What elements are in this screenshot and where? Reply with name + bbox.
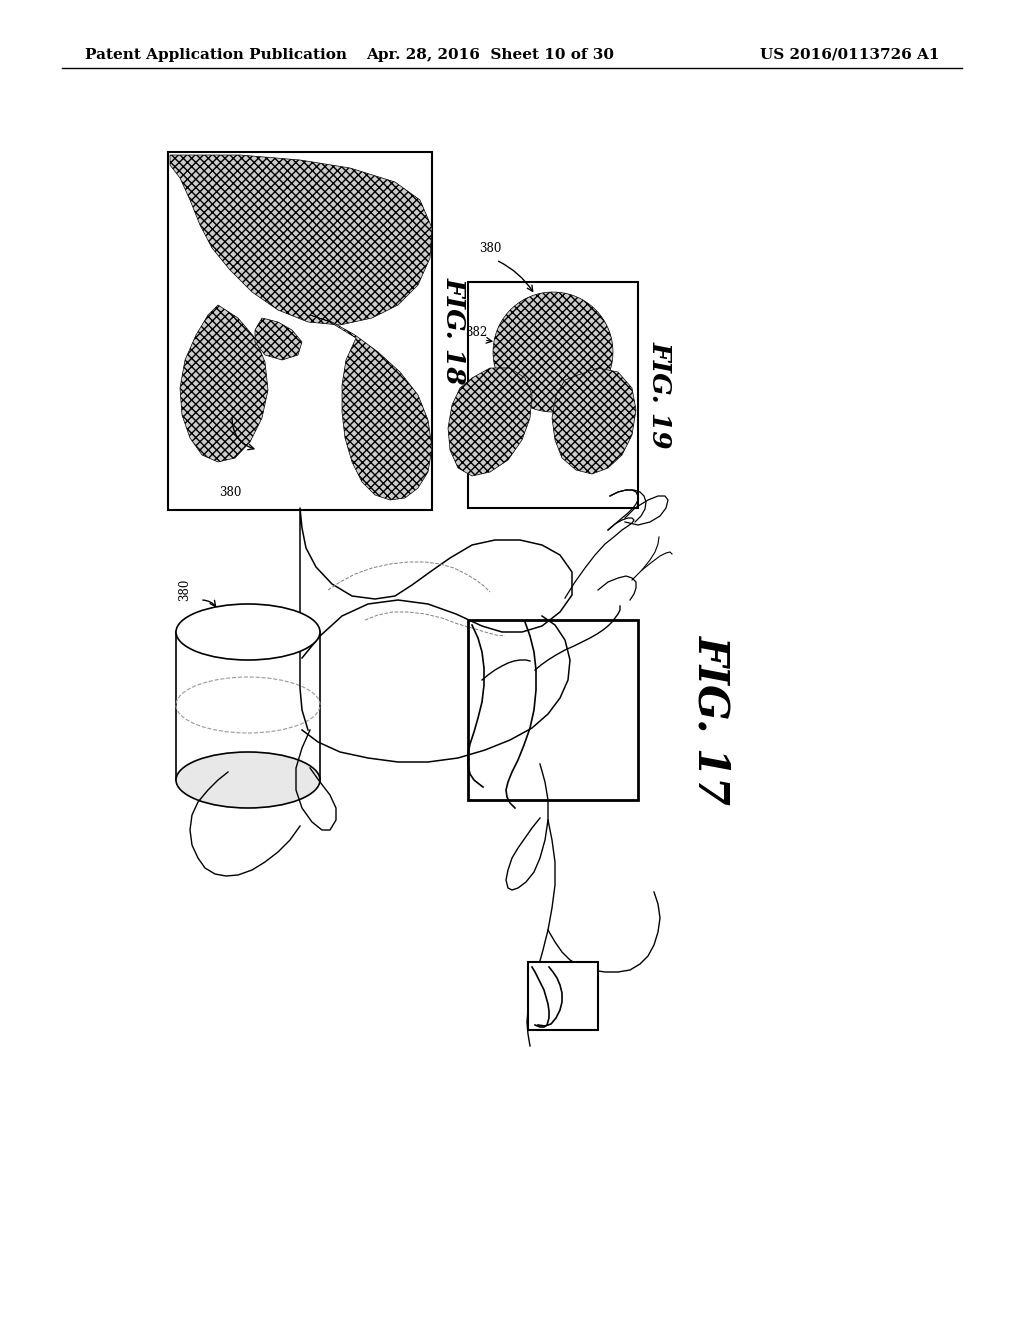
Bar: [528, 962, 598, 1030]
Text: FIG. 18: FIG. 18: [441, 277, 467, 385]
Polygon shape: [552, 368, 636, 474]
Text: Patent Application Publication: Patent Application Publication: [85, 48, 347, 62]
Text: 380: 380: [479, 242, 501, 255]
Text: 382: 382: [465, 326, 487, 338]
Text: Apr. 28, 2016  Sheet 10 of 30: Apr. 28, 2016 Sheet 10 of 30: [366, 48, 614, 62]
Text: 380: 380: [219, 486, 242, 499]
Bar: [468, 620, 638, 800]
Ellipse shape: [176, 752, 319, 808]
Polygon shape: [255, 318, 302, 360]
Polygon shape: [170, 154, 432, 325]
Polygon shape: [493, 292, 613, 412]
Polygon shape: [180, 305, 268, 462]
Text: FIG. 19: FIG. 19: [647, 341, 673, 449]
Polygon shape: [449, 368, 532, 477]
Bar: [468, 282, 638, 508]
Ellipse shape: [176, 605, 319, 660]
Text: 380: 380: [178, 578, 191, 601]
Polygon shape: [310, 315, 432, 500]
Bar: [168, 152, 432, 510]
Text: FIG. 17: FIG. 17: [690, 635, 732, 805]
Text: US 2016/0113726 A1: US 2016/0113726 A1: [761, 48, 940, 62]
